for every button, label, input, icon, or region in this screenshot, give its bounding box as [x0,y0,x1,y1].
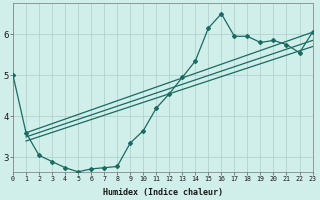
X-axis label: Humidex (Indice chaleur): Humidex (Indice chaleur) [103,188,223,197]
